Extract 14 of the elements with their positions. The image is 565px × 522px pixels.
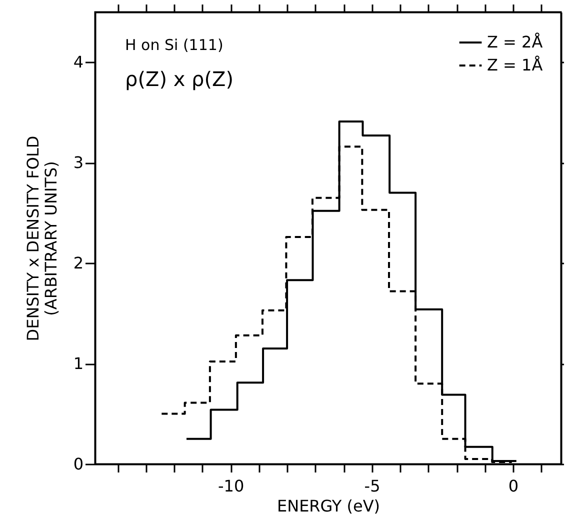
- y-tick-label: 0: [73, 454, 84, 474]
- x-axis-title: ENERGY (eV): [276, 496, 380, 516]
- y-tick-label: 3: [73, 153, 84, 172]
- y-axis-title: DENSITY x DENSITY FOLD (ARBITRARY UNITS): [23, 136, 60, 342]
- annotation: ρ(Z) x ρ(Z): [125, 67, 234, 91]
- y-tick-label: 1: [73, 354, 84, 374]
- annotation: H on Si (111): [125, 36, 224, 54]
- legend-label: Z = 2Å: [487, 32, 543, 52]
- y-tick-label: 4: [73, 52, 84, 72]
- legend-label: Z = 1Å: [487, 56, 543, 74]
- y-tick-label: 2: [73, 254, 84, 273]
- x-tick-label: 0: [508, 476, 519, 496]
- x-tick-label: -10: [218, 476, 244, 496]
- x-tick-label: -5: [364, 476, 380, 496]
